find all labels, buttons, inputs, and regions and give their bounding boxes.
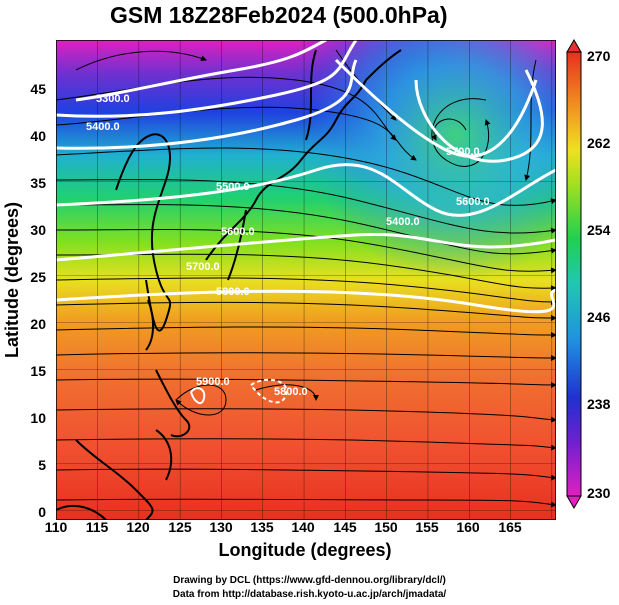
coastlines — [56, 49, 402, 520]
contour-label: 5500.0 — [216, 181, 250, 193]
contour-label: 5600.0 — [456, 196, 490, 208]
y-tick: 5 — [38, 457, 46, 473]
colorbar: 270 262 254 246 238 230 — [566, 39, 611, 509]
weather-map: 5300.0 5400.0 5500.0 5600.0 5700.0 5800.… — [56, 40, 556, 520]
contour-label: 5800.0 — [216, 286, 250, 298]
colorbar-label: 262 — [587, 135, 611, 151]
x-tick: 125 — [168, 519, 192, 535]
y-tick: 45 — [30, 81, 46, 97]
svg-text:Latitude (degrees): Latitude (degrees) — [2, 202, 22, 358]
contour-label: 5300.0 — [96, 93, 130, 105]
x-tick: 120 — [126, 519, 150, 535]
x-tick: 135 — [250, 519, 274, 535]
colorbar-label: 270 — [587, 48, 611, 64]
wind-streamlines — [56, 49, 556, 508]
contour-label: 5700.0 — [446, 146, 480, 158]
height-contours — [56, 40, 556, 405]
x-ticks: 110 115 120 125 130 135 140 145 150 155 … — [45, 519, 522, 535]
colorbar-label: 230 — [587, 485, 611, 501]
y-ticks: 0 5 10 15 20 25 30 35 40 45 — [30, 81, 46, 520]
contour-labels: 5300.0 5400.0 5500.0 5600.0 5700.0 5800.… — [86, 93, 490, 398]
y-tick: 20 — [30, 316, 46, 332]
y-tick: 10 — [30, 410, 46, 426]
footer-credit-line2: Data from http://database.rish.kyoto-u.a… — [172, 589, 447, 600]
contour-label: 5400.0 — [86, 121, 120, 133]
y-tick: 35 — [30, 175, 46, 191]
x-tick: 145 — [333, 519, 357, 535]
x-tick: 130 — [209, 519, 233, 535]
x-tick: 160 — [456, 519, 480, 535]
x-tick: 165 — [498, 519, 522, 535]
contour-label: 5700.0 — [186, 261, 220, 273]
colorbar-label: 246 — [587, 309, 611, 325]
x-tick: 150 — [374, 519, 398, 535]
colorbar-label: 238 — [587, 396, 611, 412]
x-tick: 110 — [45, 519, 68, 535]
y-tick: 0 — [38, 504, 46, 520]
y-tick: 40 — [30, 128, 46, 144]
footer-credit-line1: Drawing by DCL (https://www.gfd-dennou.o… — [173, 575, 446, 586]
y-tick: 25 — [30, 269, 46, 285]
contour-label: 5600.0 — [221, 226, 255, 238]
colorbar-label: 254 — [587, 222, 611, 238]
x-axis-title: Longitude (degrees) — [218, 540, 391, 560]
contour-label: 5800.0 — [274, 386, 308, 398]
contour-label: 5400.0 — [386, 216, 420, 228]
y-tick: 15 — [30, 363, 46, 379]
x-tick: 155 — [415, 519, 439, 535]
x-tick: 140 — [291, 519, 315, 535]
y-axis-title: Latitude (degrees) — [2, 202, 22, 358]
y-tick: 30 — [30, 222, 46, 238]
x-tick: 115 — [86, 519, 109, 535]
contour-label: 5900.0 — [196, 376, 230, 388]
